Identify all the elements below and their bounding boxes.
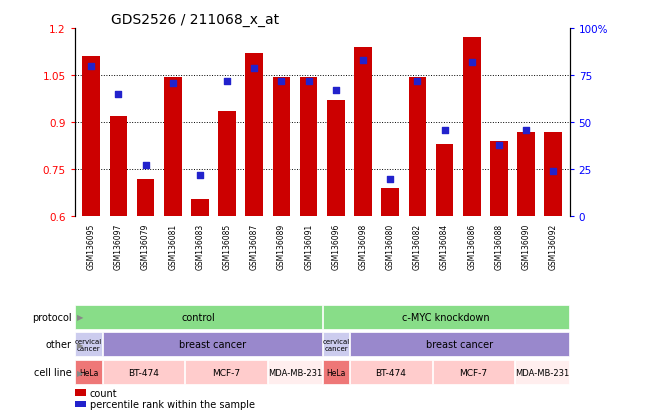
Text: cervical
cancer: cervical cancer (75, 338, 102, 351)
Point (303, 78, 314, 85)
Text: ▶: ▶ (77, 313, 83, 321)
Bar (164, 78, 182, 217)
Text: c-MYC knockdown: c-MYC knockdown (402, 312, 490, 322)
Text: breast cancer: breast cancer (179, 339, 246, 350)
Bar (186, 361, 267, 384)
Text: MDA-MB-231: MDA-MB-231 (515, 368, 569, 377)
Point (439, 127, 450, 134)
Point (113, 91, 124, 98)
Text: BT-474: BT-474 (376, 368, 406, 377)
Point (521, 127, 531, 134)
Text: GDS2526 / 211068_x_at: GDS2526 / 211068_x_at (111, 13, 279, 27)
Point (222, 78, 232, 85)
Bar (76, 361, 102, 384)
Text: BT-474: BT-474 (128, 368, 159, 377)
Bar (218, 112, 236, 217)
Text: control: control (182, 312, 215, 322)
Point (167, 80, 178, 87)
Bar (354, 47, 372, 217)
Text: MCF-7: MCF-7 (212, 368, 240, 377)
Point (493, 142, 504, 149)
Bar (490, 142, 508, 217)
Point (358, 57, 368, 64)
Bar (75, 389, 86, 396)
Bar (350, 361, 432, 384)
Bar (518, 132, 535, 217)
Text: breast cancer: breast cancer (426, 339, 493, 350)
Text: ▶: ▶ (77, 368, 83, 377)
Text: percentile rank within the sample: percentile rank within the sample (90, 399, 255, 409)
Bar (273, 78, 290, 217)
Bar (76, 305, 322, 329)
Point (86, 63, 96, 70)
Text: MDA-MB-231: MDA-MB-231 (268, 368, 322, 377)
Bar (436, 145, 453, 217)
Bar (103, 361, 184, 384)
Bar (191, 199, 209, 217)
Bar (323, 305, 569, 329)
Bar (323, 361, 349, 384)
Bar (300, 78, 318, 217)
Point (548, 169, 559, 175)
Bar (515, 361, 569, 384)
Bar (544, 132, 562, 217)
Text: ▶: ▶ (77, 340, 83, 349)
Text: MCF-7: MCF-7 (460, 368, 488, 377)
Bar (245, 54, 263, 217)
Bar (268, 361, 322, 384)
Text: other: other (46, 339, 72, 350)
Point (141, 163, 151, 169)
Bar (82, 57, 100, 217)
Bar (75, 401, 86, 407)
Point (331, 88, 341, 94)
Bar (409, 78, 426, 217)
Text: cell line: cell line (34, 367, 72, 377)
Bar (381, 189, 399, 217)
Bar (323, 333, 349, 356)
Point (467, 59, 477, 66)
Bar (433, 361, 514, 384)
Point (276, 78, 286, 85)
Bar (137, 179, 154, 217)
Point (249, 65, 260, 72)
Point (195, 172, 205, 179)
Text: cervical
cancer: cervical cancer (322, 338, 350, 351)
Point (412, 78, 422, 85)
Text: HeLa: HeLa (326, 368, 346, 377)
Bar (463, 38, 480, 217)
Bar (76, 333, 102, 356)
Point (385, 176, 395, 183)
Text: HeLa: HeLa (79, 368, 98, 377)
Text: count: count (90, 388, 118, 398)
Bar (109, 116, 127, 217)
Bar (103, 333, 322, 356)
Bar (350, 333, 569, 356)
Bar (327, 101, 344, 217)
Text: protocol: protocol (32, 312, 72, 322)
